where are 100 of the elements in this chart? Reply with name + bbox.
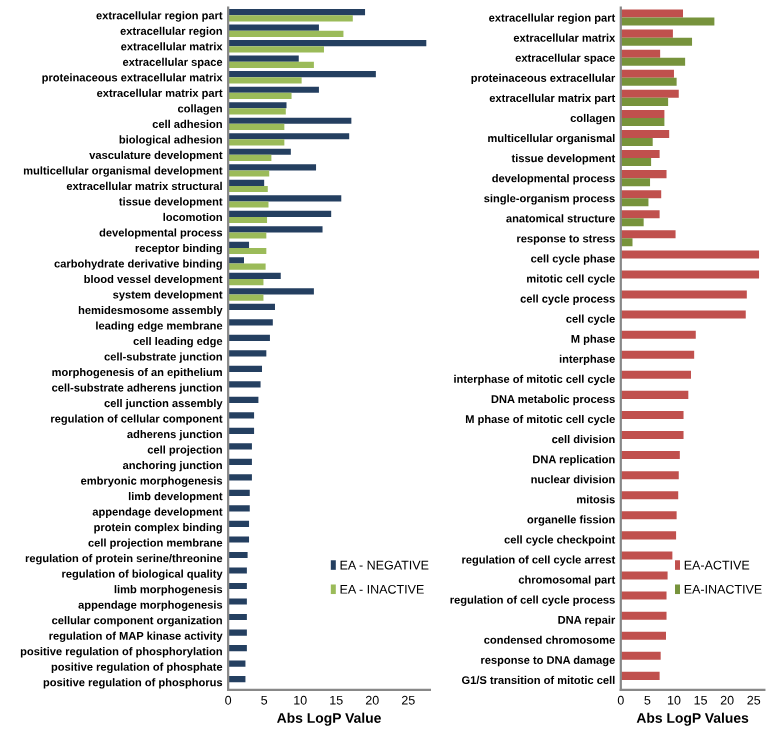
bar: [228, 660, 246, 667]
bar: [228, 86, 319, 93]
bar: [228, 443, 252, 450]
bar: [228, 117, 352, 124]
bar: [620, 671, 660, 680]
bar: [620, 129, 670, 138]
bar: [228, 195, 342, 202]
bar: [228, 350, 267, 357]
bar: [620, 218, 644, 227]
bar: [228, 164, 317, 171]
bar: [620, 37, 693, 46]
bar: [228, 148, 291, 155]
bar: [620, 190, 662, 199]
bar: [228, 247, 267, 255]
bar: [228, 201, 269, 208]
bar: [228, 24, 319, 31]
bar: [620, 631, 666, 640]
bar: [228, 598, 247, 605]
bar: [228, 567, 247, 574]
bar: [620, 591, 667, 600]
bar: [620, 158, 652, 167]
bar: [620, 117, 665, 126]
bar: [228, 30, 344, 38]
bar: [228, 675, 246, 683]
bar: [228, 139, 285, 146]
bar: [620, 390, 689, 399]
bar: [620, 57, 686, 66]
bar: [228, 55, 299, 62]
bar: [228, 108, 286, 115]
bar: [620, 109, 665, 118]
bar: [228, 520, 250, 528]
bar: [228, 613, 247, 621]
bar: [228, 170, 270, 177]
bar: [228, 71, 376, 78]
bar: [620, 17, 715, 26]
bar: [228, 458, 252, 466]
bar: [228, 303, 275, 310]
bar: [620, 198, 649, 207]
bar: [228, 102, 287, 109]
bar: [620, 491, 679, 500]
bar: [228, 46, 324, 53]
bar: [620, 97, 669, 106]
bar: [620, 471, 679, 480]
bar: [620, 330, 696, 339]
bar: [620, 137, 653, 147]
bar: [228, 15, 353, 22]
bar: [228, 61, 314, 69]
bar: [228, 629, 247, 636]
bar: [228, 427, 255, 435]
bar: [620, 77, 677, 86]
bar: [620, 511, 677, 520]
bar: [620, 431, 684, 440]
bar: [228, 179, 265, 186]
bar: [228, 263, 266, 270]
bar: [228, 489, 250, 497]
bar: [228, 278, 264, 286]
bar: [228, 505, 250, 512]
bar: [620, 410, 684, 419]
bar: [228, 226, 323, 233]
bar: [620, 310, 746, 319]
bar: [620, 531, 677, 540]
bar: [228, 644, 247, 652]
bar: [620, 250, 760, 259]
bar: [228, 9, 366, 16]
bar: [620, 290, 747, 299]
bar: [620, 9, 684, 18]
bar: [620, 210, 660, 219]
bar: [228, 412, 255, 419]
bar: [620, 611, 667, 620]
bar: [620, 150, 660, 159]
bar: [228, 365, 263, 372]
bar: [228, 123, 285, 131]
bar: [228, 334, 270, 341]
bar: [228, 551, 248, 559]
bar: [228, 294, 264, 301]
bar: [620, 571, 668, 580]
bar: [228, 396, 259, 403]
bar: [228, 210, 332, 217]
bar: [620, 89, 679, 98]
bar: [228, 77, 302, 84]
bar: [228, 154, 272, 162]
bar: [228, 133, 350, 140]
bar: [228, 40, 427, 47]
bar: [228, 474, 252, 481]
bar: [620, 69, 674, 78]
bar: [228, 232, 267, 239]
bar: [228, 288, 314, 295]
bar: [228, 257, 244, 264]
bar: [620, 230, 676, 239]
bar: [620, 651, 661, 660]
bar: [228, 216, 268, 224]
bar: [620, 350, 695, 359]
bar: [620, 551, 673, 560]
bar: [228, 536, 250, 543]
bar: [620, 370, 691, 379]
bar: [620, 270, 760, 279]
bar: [228, 381, 261, 388]
bar: [620, 178, 651, 187]
bar: [620, 170, 667, 179]
bar: [228, 92, 292, 100]
